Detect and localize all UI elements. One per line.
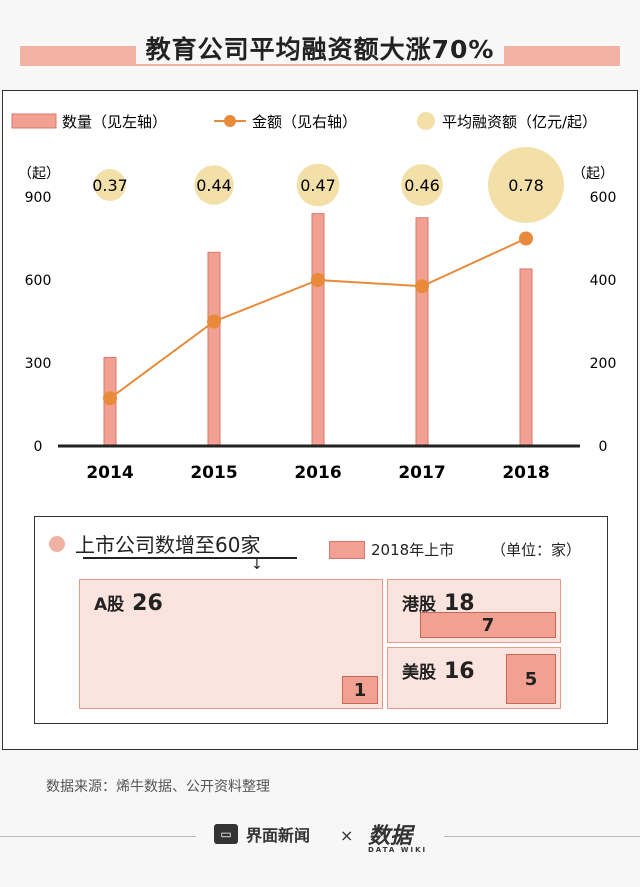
us-box: 美股 16 5 <box>387 647 561 709</box>
x-tick-label: 2017 <box>398 463 445 483</box>
x-tick-label: 2015 <box>190 463 237 483</box>
listing-unit: （单位：家） <box>491 541 582 559</box>
listing-headline-text: 上市公司数增至60家 <box>75 533 261 557</box>
x-tick-label: 2014 <box>86 463 133 483</box>
right-axis-unit: （起） <box>572 166 614 182</box>
legend-amount-label: 金额（见右轴） <box>252 113 357 131</box>
avg-bubble-label: 0.44 <box>196 176 232 195</box>
avg-bubble <box>488 147 564 223</box>
listing-legend-label: 2018年上市 <box>371 541 455 559</box>
amount-point <box>311 273 325 287</box>
amount-point <box>519 231 533 246</box>
legend-bubble-swatch <box>417 112 435 130</box>
avg-bubble-label: 0.47 <box>300 176 336 195</box>
chart-svg: 数量（见左轴） 金额（见右轴） 平均融资额（亿元/起） （起） （起） 900 6… <box>11 112 617 483</box>
footer-divider-left <box>0 836 196 837</box>
bullet-dot-icon <box>49 535 65 552</box>
left-tick-label: 0 <box>34 439 43 455</box>
amount-point <box>207 314 221 329</box>
hk-new: 7 <box>420 612 556 638</box>
us-new: 5 <box>506 654 556 704</box>
count-bar <box>207 251 221 447</box>
avg-bubble-label: 0.46 <box>404 176 440 195</box>
legend-bar-swatch <box>11 113 57 129</box>
legend-line-dot <box>224 115 236 127</box>
a-share-total: 26 <box>132 591 163 616</box>
headline-underline <box>83 557 297 559</box>
footer-divider-right <box>444 836 640 837</box>
left-axis-unit: （起） <box>18 166 60 182</box>
hk-box: 港股 18 7 <box>387 579 561 643</box>
source-note: 数据来源：烯牛数据、公开资料整理 <box>46 779 270 795</box>
a-share-box: A股 26 1 <box>79 579 383 709</box>
listing-legend: 2018年上市 <box>329 539 454 560</box>
left-tick-label: 600 <box>25 273 52 289</box>
footer-times: × <box>340 826 354 845</box>
right-tick-label: 400 <box>590 273 617 289</box>
us-label: 美股 16 <box>402 659 475 684</box>
hk-total: 18 <box>444 591 475 616</box>
right-tick-label: 0 <box>599 439 608 455</box>
avg-bubble-label: 0.78 <box>508 176 544 195</box>
listing-headline: 上市公司数增至60家 <box>49 529 260 558</box>
legend-avg-label: 平均融资额（亿元/起） <box>442 113 597 131</box>
page-title: 教育公司平均融资额大涨70% <box>0 30 640 66</box>
arrow-down-icon: ↓ <box>251 557 263 573</box>
right-tick-label: 200 <box>590 356 617 372</box>
avg-bubble <box>94 169 126 201</box>
amount-point <box>103 391 117 406</box>
avg-bubble-label: 0.37 <box>92 176 128 195</box>
left-tick-label: 300 <box>25 356 52 372</box>
footer-brand-text: 界面新闻 <box>246 826 311 845</box>
listing-legend-swatch <box>329 540 365 559</box>
count-bar <box>311 213 325 447</box>
avg-bubble <box>296 163 340 207</box>
us-total: 16 <box>444 659 475 684</box>
a-share-label: A股 26 <box>94 591 163 616</box>
legend-count-label: 数量（见左轴） <box>62 113 167 131</box>
footer-brand2: 数据 DATA WIKI <box>368 824 428 854</box>
count-bar <box>519 268 533 447</box>
listing-panel: 上市公司数增至60家 ↓ 2018年上市 （单位：家） A股 26 1 港股 18 … <box>34 516 608 724</box>
a-share-new: 1 <box>342 676 378 704</box>
hk-label: 港股 18 <box>402 591 475 616</box>
amount-point <box>415 279 429 294</box>
x-tick-label: 2016 <box>294 463 341 483</box>
count-bar <box>415 217 429 447</box>
avg-bubble <box>401 164 443 206</box>
right-tick-label: 600 <box>590 190 617 206</box>
jiemian-logo-icon: ▭ <box>214 824 238 844</box>
x-tick-label: 2018 <box>502 463 549 483</box>
footer: ▭ 界面新闻 × 数据 DATA WIKI <box>0 822 640 854</box>
left-tick-label: 900 <box>25 190 52 206</box>
footer-brand: ▭ 界面新闻 <box>214 822 310 846</box>
avg-bubble <box>194 165 234 205</box>
